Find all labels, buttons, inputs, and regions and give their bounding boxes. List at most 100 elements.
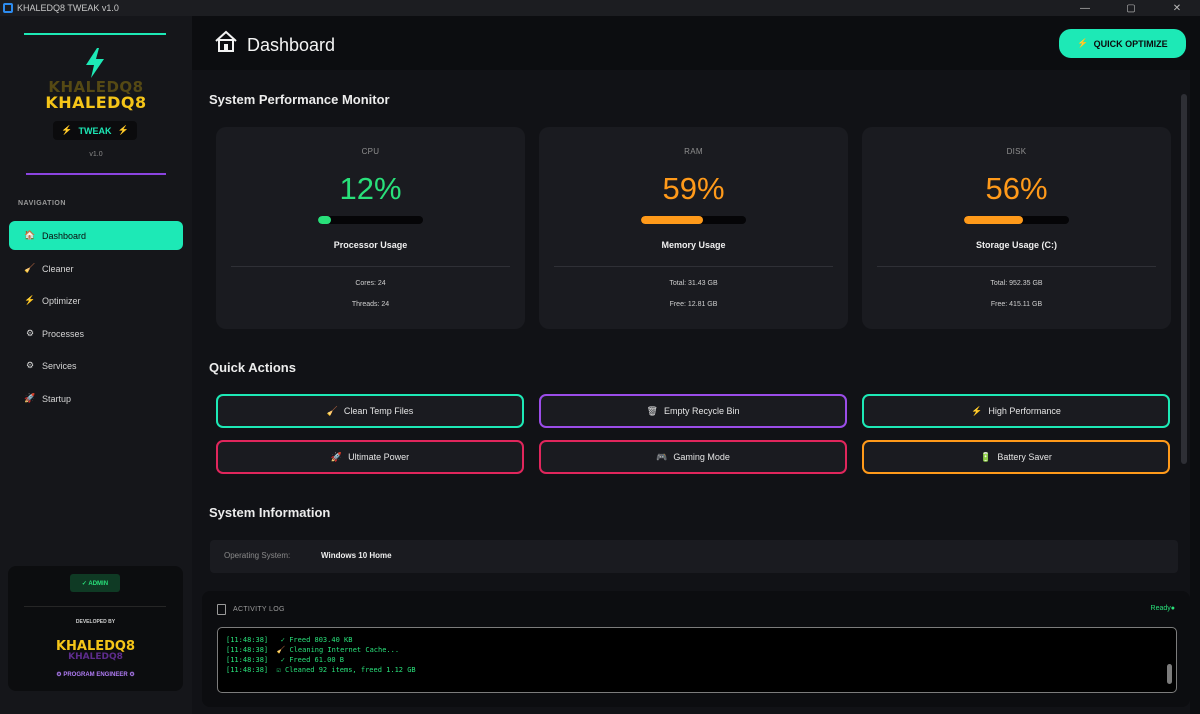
bolt-icon: ⚡ xyxy=(1077,38,1089,48)
clean-temp-files-button[interactable]: 🧹 Clean Temp Files xyxy=(216,394,524,428)
nav-item-label: Dashboard xyxy=(42,230,87,241)
nav-item-startup[interactable]: 🚀 Startup xyxy=(9,384,183,413)
button-label: High Performance xyxy=(988,406,1061,416)
gamepad-icon: 🎮 xyxy=(656,451,668,462)
stat-value: 12% xyxy=(339,171,402,206)
ram-card: RAM 59% Memory Usage Total: 31.43 GB Fre… xyxy=(539,127,848,329)
broom-icon: 🧹 xyxy=(24,263,36,273)
nav-item-label: Processes xyxy=(42,328,85,339)
empty-recycle-bin-button[interactable]: 🗑 Empty Recycle Bin xyxy=(539,394,847,428)
button-label: Clean Temp Files xyxy=(343,406,414,416)
main-scrollbar[interactable] xyxy=(1181,94,1187,464)
developer-role: ⚙ PROGRAM ENGINEER ⚙ xyxy=(56,672,135,678)
nav-item-optimizer[interactable]: ⚡ Optimizer xyxy=(9,286,183,315)
stat-detail: Free: 415.11 GB xyxy=(990,301,1043,308)
nav-item-services[interactable]: ⚙ Services xyxy=(9,351,183,380)
bolt-icon: ⚡ xyxy=(117,125,129,135)
log-scrollbar[interactable] xyxy=(1167,664,1172,684)
tweak-badge-label: TWEAK xyxy=(78,125,112,136)
stat-name: Storage Usage (C:) xyxy=(975,240,1057,250)
cpu-card: CPU 12% Processor Usage Cores: 24 Thread… xyxy=(216,127,525,329)
gaming-mode-button[interactable]: 🎮 Gaming Mode xyxy=(539,440,847,474)
activity-log-panel: ACTIVITY LOG Ready● [11:48:38] ✓ Freed 8… xyxy=(202,591,1190,707)
nav-item-processes[interactable]: ⚙ Processes xyxy=(9,319,183,348)
app-icon xyxy=(3,3,13,13)
log-line: [11:48:38] 🧹 Cleaning Internet Cache... xyxy=(226,646,400,654)
activity-log-title: ACTIVITY LOG xyxy=(233,606,285,613)
stat-detail: Cores: 24 xyxy=(355,280,386,287)
gear-icon: ⚙ xyxy=(25,328,35,338)
gear-icon: ⚙ xyxy=(25,360,35,370)
progress-fill xyxy=(318,216,331,224)
bolt-icon: ⚡ xyxy=(24,295,36,305)
info-label: Operating System: xyxy=(224,551,291,560)
performance-section-title: System Performance Monitor xyxy=(209,92,390,107)
window-title: KHALEDQ8 TWEAK v1.0 xyxy=(17,3,119,13)
info-value: Windows 10 Home xyxy=(321,551,392,560)
logo-divider-top xyxy=(24,33,166,35)
stat-value: 59% xyxy=(662,171,725,206)
button-label: Battery Saver xyxy=(997,452,1052,462)
maximize-button[interactable]: ▢ xyxy=(1126,2,1136,14)
stat-value: 56% xyxy=(985,171,1048,206)
nav-heading: NAVIGATION xyxy=(18,200,66,207)
button-label: Empty Recycle Bin xyxy=(663,406,740,416)
stat-detail: Free: 12.81 GB xyxy=(669,301,718,308)
minimize-button[interactable]: — xyxy=(1080,2,1090,14)
button-label: Ultimate Power xyxy=(348,452,410,462)
developer-role-label: PROGRAM ENGINEER xyxy=(63,672,128,678)
stat-divider xyxy=(877,266,1156,267)
stat-detail: Total: 952.35 GB xyxy=(990,280,1043,287)
disk-card: DISK 56% Storage Usage (C:) Total: 952.3… xyxy=(862,127,1171,329)
logo-divider-bottom xyxy=(26,173,166,175)
stat-label: RAM xyxy=(684,147,703,156)
close-button[interactable]: ✕ xyxy=(1172,2,1182,14)
clipboard-icon xyxy=(217,604,226,615)
progress-fill xyxy=(964,216,1023,224)
nav-item-dashboard[interactable]: 🏠 Dashboard xyxy=(9,221,183,250)
logo-name: KHALEDQ8 xyxy=(45,93,147,112)
ram-progress-bar xyxy=(641,216,746,224)
activity-log-output[interactable]: [11:48:38] ✓ Freed 803.40 KB [11:48:38] … xyxy=(217,627,1177,693)
developer-divider xyxy=(24,606,166,607)
system-info-title: System Information xyxy=(209,505,331,520)
logo-name-shadow: KHALEDQ8 xyxy=(48,78,144,96)
developer-card: ✓ ADMIN DEVELOPED BY KHALEDQ8 KHALEDQ8 ⚙… xyxy=(8,566,183,691)
status-indicator: Ready● xyxy=(1150,605,1175,612)
nav-item-label: Services xyxy=(42,360,77,371)
quick-optimize-button[interactable]: ⚡ QUICK OPTIMIZE xyxy=(1059,29,1186,58)
broom-icon: 🧹 xyxy=(326,405,338,416)
stat-divider xyxy=(231,266,510,267)
stat-detail: Total: 31.43 GB xyxy=(669,280,718,287)
progress-fill xyxy=(641,216,703,224)
quick-actions-title: Quick Actions xyxy=(209,360,296,375)
window-titlebar: KHALEDQ8 TWEAK v1.0 — ▢ ✕ xyxy=(0,0,1200,16)
window-controls: — ▢ ✕ xyxy=(1062,0,1200,16)
bolt-logo-icon xyxy=(86,48,104,78)
system-info-row: Operating System: Windows 10 Home xyxy=(210,540,1178,573)
trash-icon: 🗑 xyxy=(646,405,658,416)
developer-name: KHALEDQ8 xyxy=(55,639,136,654)
home-icon xyxy=(215,30,237,52)
stat-label: CPU xyxy=(361,147,380,156)
battery-saver-button[interactable]: 🔋 Battery Saver xyxy=(862,440,1170,474)
home-icon: 🏠 xyxy=(24,230,36,240)
nav-item-label: Cleaner xyxy=(42,263,74,274)
nav-item-label: Startup xyxy=(42,393,72,404)
stat-divider xyxy=(554,266,833,267)
bolt-icon: ⚡ xyxy=(971,405,983,416)
page-header: Dashboard ⚡ QUICK OPTIMIZE xyxy=(192,16,1200,70)
stat-name: Processor Usage xyxy=(333,240,408,250)
log-line: [11:48:38] ✓ Freed 803.40 KB xyxy=(226,636,353,644)
tweak-badge: ⚡ TWEAK ⚡ xyxy=(53,121,137,140)
log-line: [11:48:38] ☑ Cleaned 92 items, freed 1.1… xyxy=(226,666,416,674)
stat-name: Memory Usage xyxy=(661,240,726,250)
ultimate-power-button[interactable]: 🚀 Ultimate Power xyxy=(216,440,524,474)
stat-detail: Threads: 24 xyxy=(351,301,390,308)
high-performance-button[interactable]: ⚡ High Performance xyxy=(862,394,1170,428)
stat-label: DISK xyxy=(1006,147,1027,156)
nav-item-cleaner[interactable]: 🧹 Cleaner xyxy=(9,254,183,283)
developer-name-shadow: KHALEDQ8 xyxy=(68,652,123,662)
disk-progress-bar xyxy=(964,216,1069,224)
nav-item-label: Optimizer xyxy=(42,295,81,306)
